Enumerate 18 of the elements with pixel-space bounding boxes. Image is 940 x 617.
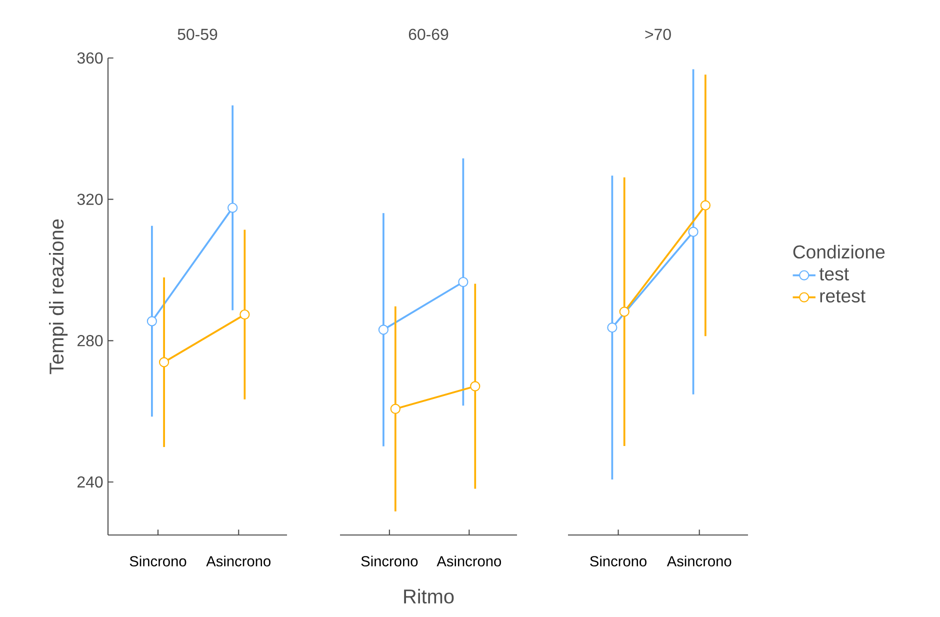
x-tick-label: Asincrono [206, 556, 270, 566]
x-tick-label: Asincrono [666, 556, 732, 566]
y-tick-label: 320 [77, 194, 103, 205]
y-tick-label: 360 [77, 52, 103, 64]
x-tick-label: Sincrono [590, 556, 646, 566]
legend-title: Condizione [793, 244, 885, 258]
legend-label: retest [820, 290, 866, 302]
y-tick-label: 240 [78, 476, 103, 488]
chart-title: >70 [645, 28, 671, 40]
x-tick-label: Asincrono [436, 556, 502, 566]
legend-label: test [819, 268, 849, 280]
y-tick-label: 280 [78, 335, 103, 346]
chart-title: 60-69 [408, 28, 448, 40]
x-tick-label: Sincrono [361, 556, 418, 566]
x-tick-label: Sincrono [130, 556, 186, 566]
x-axis-title: Ritmo [404, 588, 454, 604]
y-axis-title: Tempi di reazione [49, 219, 68, 374]
chart-title: 50-59 [178, 28, 218, 40]
